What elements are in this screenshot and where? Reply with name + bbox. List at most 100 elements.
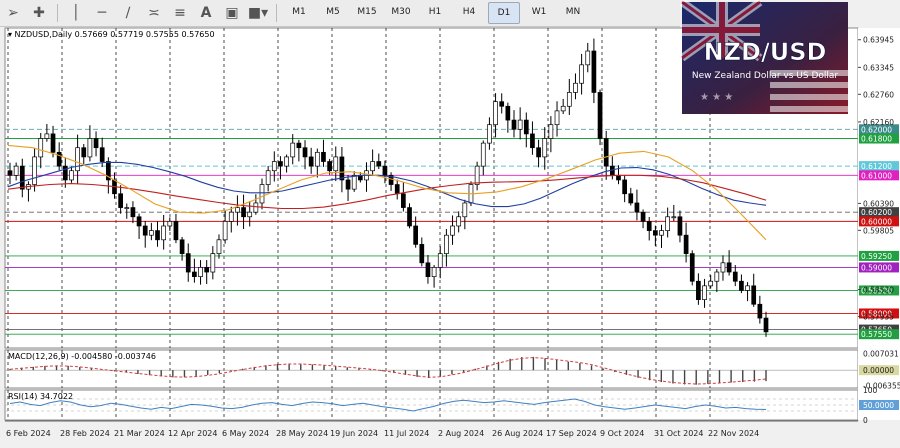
timeframe-mn[interactable]: MN [565, 7, 581, 17]
candle-body [99, 147, 105, 162]
timeframe-h4[interactable]: H4 [462, 7, 476, 17]
nzd-usd-flag-overlay: ★ ★ ★ NZD/USD New Zealand Dollar vs US D… [679, 0, 848, 114]
level-label: 0.60200 [861, 208, 892, 217]
level-tag [859, 308, 899, 319]
candle-body [732, 271, 738, 282]
candle-body [62, 165, 68, 181]
text-icon[interactable]: A [200, 5, 212, 21]
candle-body [696, 280, 701, 301]
level-tag [859, 250, 899, 261]
rsi-tick-label: 50.0000 [863, 401, 894, 410]
moving-average-line [7, 144, 767, 241]
candle-body [69, 170, 74, 181]
x-tick-label: 21 Mar 2024 [114, 429, 165, 438]
candle-body [235, 207, 240, 213]
candle-body [585, 50, 591, 66]
candle-body [523, 119, 529, 135]
level-tag [859, 124, 899, 135]
rsi-label: RSI(14) 34.7022 [8, 392, 73, 401]
candle-body [345, 179, 351, 190]
candle-body [726, 262, 732, 273]
candle-body [616, 174, 621, 181]
x-tick-label: 11 Jul 2024 [384, 429, 429, 438]
rsi-line [9, 398, 767, 412]
candle-body [542, 138, 548, 158]
candle-body [167, 221, 173, 227]
candle-body [702, 285, 707, 301]
level-label: 0.59000 [861, 263, 892, 272]
candle-body [554, 110, 560, 126]
candle-body [474, 165, 480, 185]
macd-panel [4, 349, 859, 389]
candle-body [757, 303, 763, 319]
candle-body [253, 202, 259, 213]
candles [7, 38, 769, 337]
candle-body [216, 239, 222, 254]
candle-body [228, 211, 234, 222]
candle-body [653, 230, 658, 236]
candle-body [536, 147, 541, 158]
timeframe-m15[interactable]: M15 [357, 7, 377, 17]
timeframe-m30[interactable]: M30 [391, 7, 411, 17]
candle-body [241, 207, 246, 218]
candle-body [517, 119, 523, 130]
cursor-icon[interactable]: ➢ [7, 5, 19, 21]
price-tick-label: 0.62160 [863, 118, 894, 127]
candle-body [413, 225, 419, 245]
x-tick-label: 28 Feb 2024 [60, 429, 110, 438]
label-icon[interactable]: ▣ [225, 5, 239, 21]
timeframe-m5[interactable]: M5 [326, 7, 340, 17]
candle-body [659, 230, 664, 236]
timeframe-m1[interactable]: M1 [292, 7, 306, 17]
trendline-icon[interactable]: ∕ [125, 5, 131, 21]
candle-body [394, 184, 400, 195]
timeframe-h1[interactable]: H1 [428, 7, 442, 17]
price-tick-label: 0.58520 [863, 286, 894, 295]
candle-body [671, 216, 677, 219]
price-tick-label: 0.59805 [863, 226, 894, 235]
vertical-line-icon[interactable]: │ [71, 5, 81, 21]
macd-tick-label: 0.00000 [863, 366, 894, 375]
candle-body [450, 225, 455, 236]
candle-body [665, 216, 671, 231]
candle-body [622, 179, 627, 195]
candle-body [745, 285, 750, 291]
level-tag [859, 285, 899, 296]
candle-body [259, 184, 265, 204]
candle-body [155, 230, 160, 241]
candle-body [628, 193, 634, 204]
price-tick-label: 0.63345 [863, 63, 894, 72]
candle-body [462, 202, 468, 218]
price-tick-label: 0.63945 [863, 36, 894, 45]
channel-icon[interactable]: ≍ [148, 5, 160, 21]
timeframe-w1[interactable]: W1 [531, 7, 547, 17]
level-label: 0.60000 [861, 217, 892, 226]
horizontal-line-icon[interactable]: ─ [97, 5, 107, 21]
candle-body [739, 280, 744, 291]
candle-body [81, 147, 87, 158]
candle-body [640, 211, 646, 222]
shapes-icon[interactable]: ■▾ [247, 5, 269, 21]
level-label: 0.57550 [861, 330, 892, 339]
crosshair-icon[interactable]: ✚ [33, 5, 45, 21]
candle-body [560, 105, 566, 112]
candle-body [579, 64, 584, 84]
candle-body [93, 138, 99, 149]
candle-body [105, 161, 111, 181]
candle-body [401, 193, 406, 208]
x-tick-label: 6 May 2024 [222, 429, 269, 438]
candle-body [247, 211, 253, 218]
toolbar-divider [57, 4, 58, 22]
candle-body [763, 317, 769, 333]
candle-body [351, 174, 357, 190]
candle-body [591, 50, 597, 93]
x-tick-label: 6 Feb 2024 [6, 429, 51, 438]
fibonacci-icon[interactable]: ≡ [174, 5, 186, 21]
candle-body [265, 170, 271, 185]
timeframe-d1[interactable]: D1 [488, 2, 520, 24]
candle-body [511, 119, 517, 130]
candle-body [284, 156, 289, 167]
macd-tick-label: -0.006355 [863, 381, 900, 390]
macd-tick-label: 0.007031 [863, 349, 899, 358]
